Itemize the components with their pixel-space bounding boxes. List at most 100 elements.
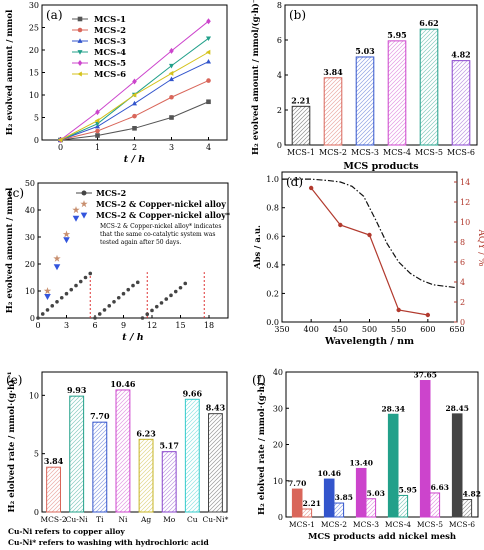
legend-entry: MCS-2 — [96, 188, 126, 198]
bar-value-label: 5.03 — [355, 46, 375, 56]
data-point — [132, 78, 137, 85]
data-point — [126, 287, 131, 292]
x-tick-label: MCS-4 — [385, 520, 411, 529]
data-point — [159, 301, 164, 305]
bar-value-label: 4.82 — [463, 490, 481, 499]
legend-entry: MCS-2 — [94, 26, 126, 36]
bar-value-label: 5.95 — [399, 485, 417, 494]
series-1: MCS-2 & Copper-nickel alloy — [43, 199, 226, 295]
bar-with-mesh — [387, 413, 399, 518]
legend-marker — [80, 212, 88, 219]
y-tick-label: 0.2 — [266, 289, 279, 298]
y-tick-label: 40 — [25, 206, 35, 215]
bar-value-label: 4.82 — [451, 50, 470, 60]
x-axis-label: MCS products — [343, 161, 418, 172]
y-tick-label: 5 — [34, 450, 39, 459]
y-tick-label: 4 — [277, 71, 282, 80]
legend-marker — [81, 190, 87, 196]
x-tick-label: MCS-2 — [321, 520, 347, 529]
data-point — [94, 121, 101, 127]
bar — [161, 451, 177, 513]
x-tick-label: 400 — [304, 325, 319, 334]
series-0: MCS-2 — [36, 188, 188, 320]
bar-value-label: 37.65 — [413, 371, 437, 380]
data-point — [112, 300, 116, 304]
x-tick-label: 1 — [95, 143, 100, 152]
x-tick-label: 6 — [92, 321, 97, 330]
bar — [355, 56, 375, 146]
data-point — [150, 308, 154, 313]
legend-marker — [77, 27, 83, 33]
data-point — [132, 113, 137, 119]
x-tick-label: 600 — [420, 325, 435, 334]
data-point — [95, 133, 100, 138]
y2-tick-label: 6 — [460, 258, 465, 267]
data-point — [121, 291, 126, 296]
panel-label: (d) — [286, 175, 303, 189]
y2-tick-label: 2 — [460, 298, 465, 307]
x-tick-label: 550 — [391, 325, 406, 334]
x-tick-label: 2 — [132, 143, 137, 152]
bar-value-label: 10.46 — [317, 469, 341, 478]
y-tick-label: 10 — [273, 477, 283, 486]
panel-label: (c) — [8, 186, 24, 200]
aqy-line — [310, 187, 428, 316]
x-tick-label: 650 — [449, 325, 464, 334]
bar — [387, 40, 407, 146]
bar-value-label: 10.46 — [110, 379, 135, 389]
data-point — [59, 295, 64, 300]
bar-without-mesh — [333, 502, 345, 518]
legend-marker — [77, 38, 83, 43]
data-point — [206, 78, 211, 83]
annotation-line: that the same co-catalytic system was — [100, 231, 215, 238]
x-tick-label: MCS-1 — [289, 520, 315, 529]
bar-value-label: 3.84 — [323, 67, 343, 77]
panel-label: (f) — [252, 373, 266, 387]
data-point — [206, 18, 211, 25]
x-tick-label: MCS-2 — [40, 515, 66, 524]
data-point — [135, 280, 140, 285]
x-tick-label: MCS-1 — [287, 148, 315, 157]
x-tick-label: Cu-Ni — [66, 515, 89, 524]
data-point — [95, 128, 100, 134]
x-axis-label: Wavelength / nm — [324, 336, 414, 347]
y-tick-label: 30 — [29, 1, 39, 10]
y-axis-label: H₂ elolved rate / mmol·(g·h)⁻¹ — [6, 371, 17, 512]
data-point — [43, 287, 52, 295]
panel-b: (b) 0 2 4 6 8 2.21 MCS-1 3.84 MCS-2 5.03 MCS-3 5.95 M… — [250, 0, 478, 172]
bar-value-label: 3.85 — [335, 493, 353, 502]
data-point — [169, 115, 174, 120]
bar — [69, 395, 85, 513]
panel-e: (e) 0 5 10 3.84 MCS-2 9.93 Cu-Ni 7.70 Ti 10.46 Ni 6.… — [6, 371, 229, 547]
data-point — [45, 308, 50, 312]
x-tick-label: MCS-3 — [351, 148, 379, 157]
data-point — [72, 215, 80, 222]
data-point — [183, 281, 188, 286]
y-tick-label: 20 — [29, 46, 39, 55]
bar-value-label: 6.63 — [431, 483, 449, 492]
bar-value-label: 5.17 — [159, 441, 178, 451]
data-point — [62, 230, 71, 238]
y-tick-label: 6 — [277, 36, 282, 45]
bar — [291, 105, 311, 146]
y-tick-label: 50 — [25, 179, 35, 188]
legend-marker — [77, 50, 83, 55]
data-point — [205, 49, 211, 55]
data-point — [69, 287, 74, 292]
legend-entry: MCS-6 — [94, 70, 126, 80]
y2-tick-label: 10 — [460, 218, 470, 227]
y2-axis-label: AQY / % — [476, 228, 484, 267]
data-point — [206, 99, 211, 105]
data-point — [55, 300, 59, 304]
bar-value-label: 6.23 — [136, 428, 156, 438]
x-axis-label: t / h — [122, 332, 143, 343]
legend-marker — [77, 71, 82, 77]
x-tick-label: Ni — [118, 515, 128, 524]
plot-frame — [281, 171, 458, 323]
data-point — [178, 285, 183, 290]
annotation-line: MCS-2 & Copper-nickel alloy* indicates — [100, 223, 221, 230]
y-tick-label: 2 — [277, 106, 282, 115]
panel-f: (f) 0 10 20 30 40 7.70 2.21 MCS-1 10.46 3.85 MCS-2 1… — [252, 368, 481, 542]
